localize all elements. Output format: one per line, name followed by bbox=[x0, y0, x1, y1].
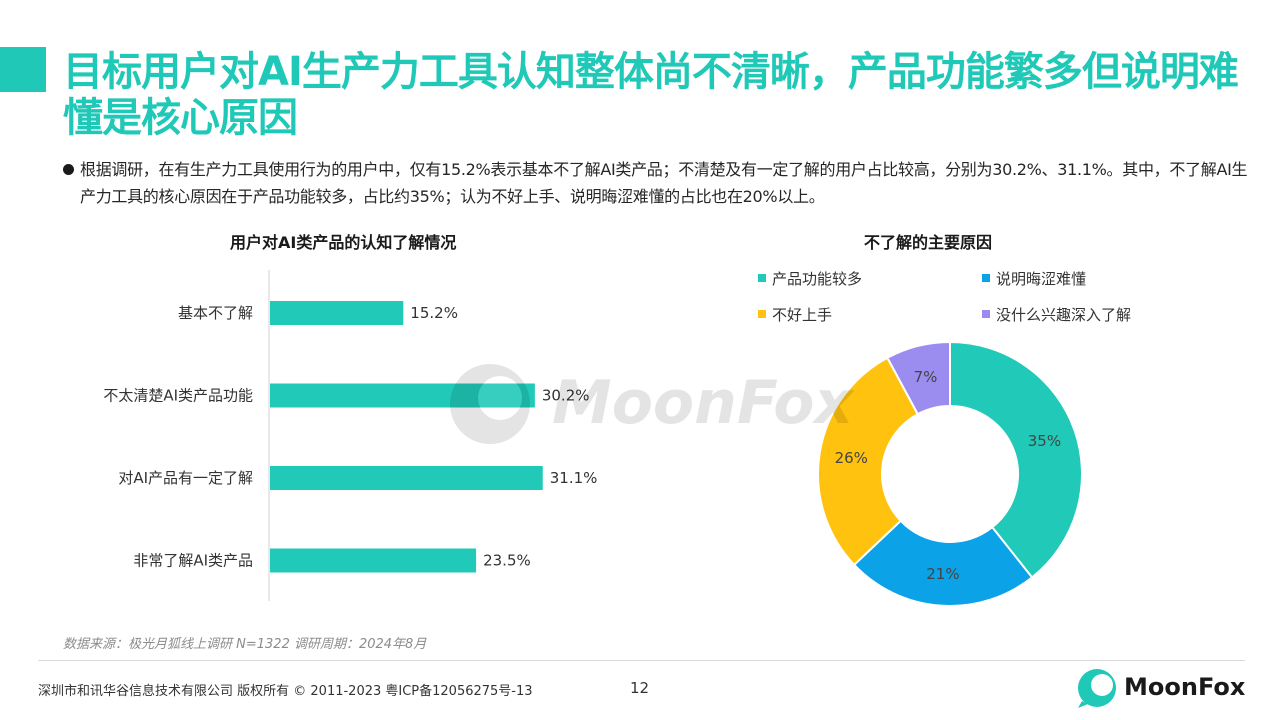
summary-text: 根据调研，在有生产力工具使用行为的用户中，仅有15.2%表示基本不了解AI类产品… bbox=[80, 160, 1248, 206]
legend-label: 产品功能较多 bbox=[772, 270, 863, 288]
legend-swatch bbox=[982, 309, 990, 318]
donut-value-label: 35% bbox=[1028, 432, 1061, 450]
page-title: 目标用户对AI生产力工具认知整体尚不清晰，产品功能繁多但说明难懂是核心原因 bbox=[63, 49, 1239, 141]
legend-item: 没什么兴趣深入了解 bbox=[982, 304, 1131, 325]
copyright-text: 深圳市和讯华谷信息技术有限公司 版权所有 © 2011-2023 粤ICP备12… bbox=[38, 684, 533, 699]
footer-divider bbox=[38, 660, 1245, 661]
donut-chart-title: 不了解的主要原因 bbox=[864, 233, 993, 252]
bar-category-label: 对AI产品有一定了解 bbox=[118, 469, 253, 487]
donut-slice bbox=[817, 356, 920, 567]
moonfox-logo-icon bbox=[1078, 669, 1116, 708]
bar-category-label: 不太清楚AI类产品功能 bbox=[103, 387, 253, 405]
legend-swatch bbox=[758, 273, 766, 282]
page-number: 12 bbox=[630, 679, 650, 697]
donut-chart: 35% 21% 26% 7% bbox=[817, 340, 1083, 607]
bar bbox=[270, 548, 477, 573]
bar-category-label: 非常了解AI类产品 bbox=[133, 552, 253, 570]
bar-value-label: 31.1% bbox=[550, 469, 598, 487]
legend-item: 说明晦涩难懂 bbox=[982, 268, 1086, 289]
donut-slice bbox=[886, 340, 951, 416]
legend-item: 不好上手 bbox=[758, 304, 832, 325]
legend-item: 产品功能较多 bbox=[758, 268, 862, 289]
data-source-note: 数据来源：极光月狐线上调研 N=1322 调研周期：2024年8月 bbox=[63, 637, 427, 652]
bar-category-label: 基本不了解 bbox=[178, 304, 253, 322]
title-accent-block bbox=[0, 47, 46, 92]
bar-chart: 基本不了解 15.2% 不太清楚AI类产品功能 30.2% 对AI产品有一定了解 31.1… bbox=[103, 270, 598, 601]
bar bbox=[270, 301, 404, 325]
bar-value-label: 23.5% bbox=[483, 552, 531, 570]
donut-value-label: 21% bbox=[926, 565, 959, 583]
legend-label: 说明晦涩难懂 bbox=[996, 270, 1087, 288]
donut-slice bbox=[852, 519, 1034, 607]
legend-swatch bbox=[758, 309, 766, 318]
legend-swatch bbox=[982, 273, 990, 282]
donut-value-label: 7% bbox=[914, 368, 938, 386]
bullet-dot bbox=[63, 164, 74, 175]
legend-label: 不好上手 bbox=[772, 306, 833, 324]
donut-value-label: 26% bbox=[835, 449, 868, 467]
bar bbox=[270, 383, 535, 408]
bar-chart-title: 用户对AI类产品的认知了解情况 bbox=[230, 233, 457, 252]
bar-value-label: 15.2% bbox=[410, 304, 458, 322]
bar bbox=[270, 466, 543, 490]
legend-label: 没什么兴趣深入了解 bbox=[996, 306, 1132, 324]
donut-slice bbox=[949, 340, 1083, 579]
logo-text: MoonFox bbox=[1124, 673, 1246, 701]
bar-value-label: 30.2% bbox=[542, 387, 590, 405]
moonfox-logo: MoonFox bbox=[1076, 667, 1246, 709]
